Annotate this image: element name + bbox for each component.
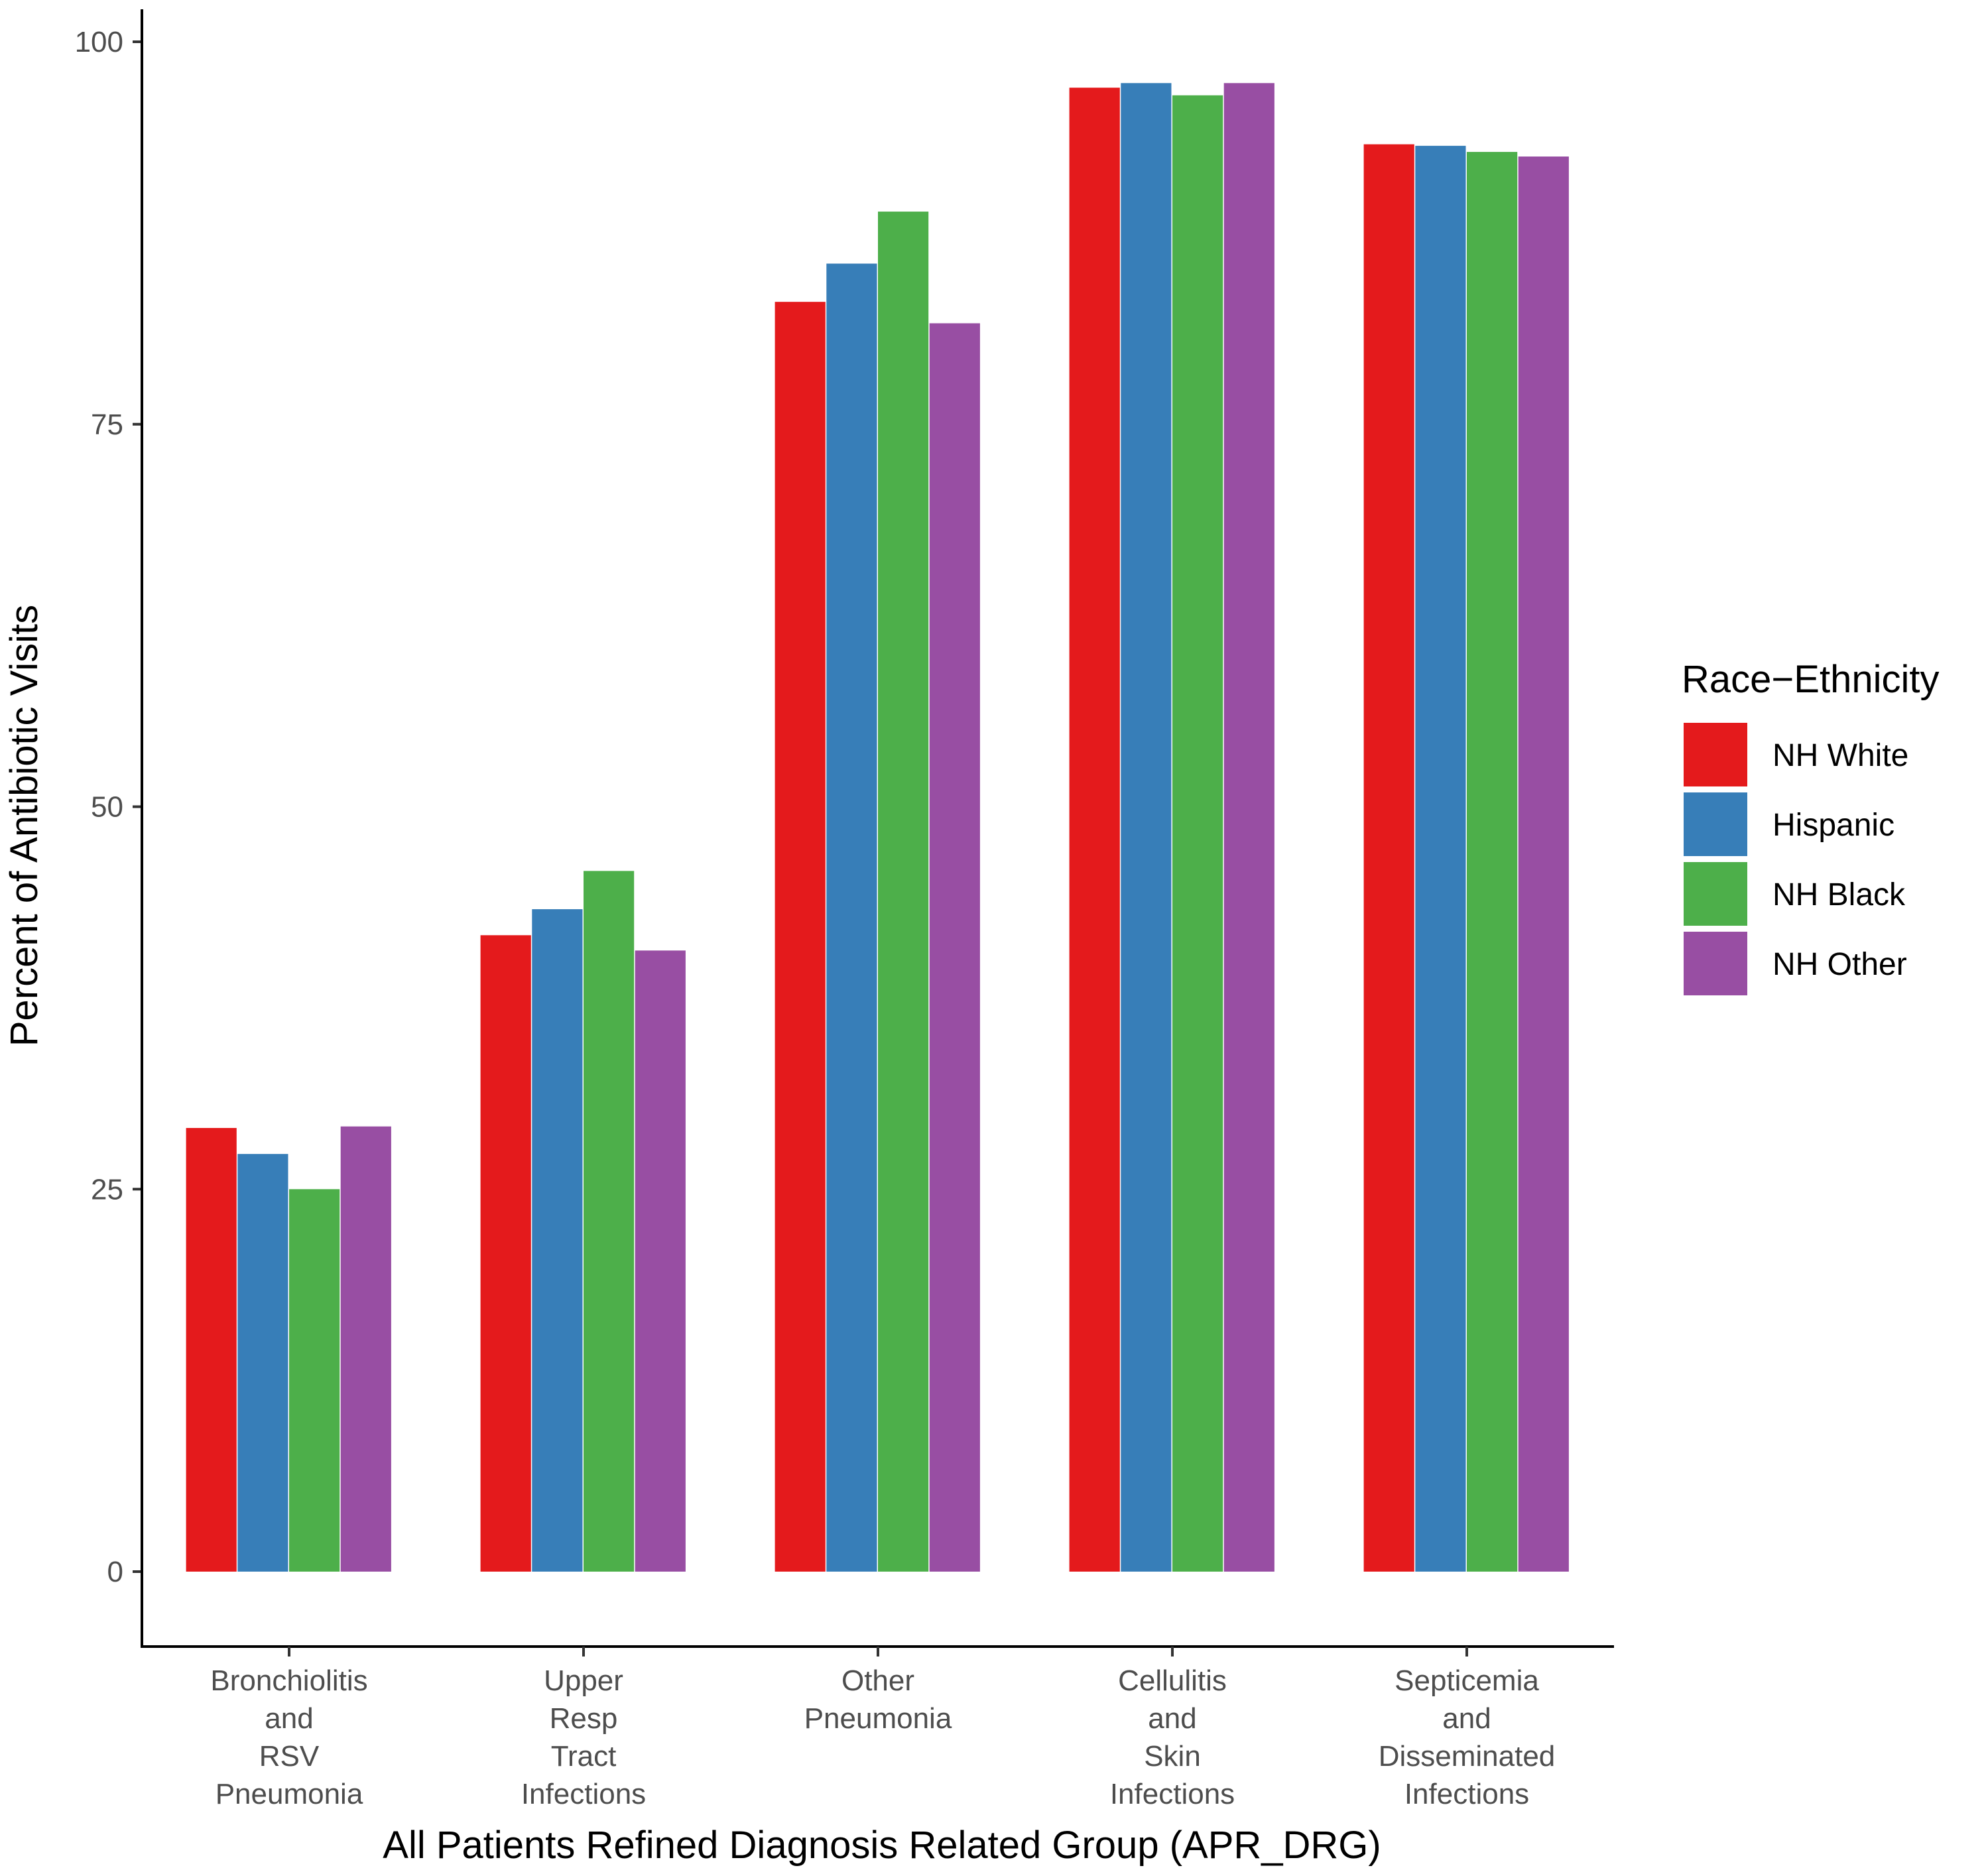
bar <box>186 1127 237 1572</box>
y-tick-label: 0 <box>107 1556 123 1588</box>
y-tick-label: 100 <box>75 26 123 58</box>
legend: Race−Ethnicity NH White Hispanic NH Black N… <box>1682 658 1939 995</box>
bar <box>775 302 826 1572</box>
bar <box>532 909 583 1572</box>
legend-label: NH Other <box>1772 947 1907 982</box>
bar <box>1415 145 1466 1572</box>
y-tick-label: 50 <box>91 791 123 824</box>
bar <box>929 323 980 1572</box>
x-tick-label: Cellulitis and Skin Infections <box>1110 1664 1235 1810</box>
x-axis-title: All Patients Refined Diagnosis Related G… <box>383 1824 1381 1867</box>
legend-swatch <box>1684 862 1747 926</box>
bar <box>237 1154 288 1572</box>
bar <box>635 950 686 1572</box>
legend-swatch <box>1684 792 1747 856</box>
legend-swatch <box>1684 723 1747 786</box>
legend-label: Hispanic <box>1772 808 1894 843</box>
x-axis-ticks: Bronchiolitis and RSV Pneumonia Upper Resp Tra… <box>210 1647 1555 1810</box>
bar <box>1363 144 1414 1572</box>
bar <box>826 263 877 1572</box>
y-tick-label: 75 <box>91 408 123 441</box>
bar <box>1223 83 1274 1572</box>
bar <box>1069 88 1120 1572</box>
legend-label: NH White <box>1772 738 1908 773</box>
bar <box>340 1126 391 1572</box>
bar <box>584 871 635 1572</box>
legend-label: NH Black <box>1772 877 1906 912</box>
bar <box>480 935 531 1572</box>
x-tick-label: Upper Resp Tract Infections <box>521 1664 646 1810</box>
legend-title: Race−Ethnicity <box>1682 658 1939 701</box>
bar <box>878 212 929 1572</box>
bars <box>186 83 1569 1572</box>
y-axis-ticks: 0 25 50 75 100 <box>75 26 142 1588</box>
bar <box>1518 156 1569 1572</box>
x-tick-label: Septicemia and Disseminated Infections <box>1379 1664 1556 1810</box>
legend-swatch <box>1684 932 1747 995</box>
x-tick-label: Bronchiolitis and RSV Pneumonia <box>210 1664 367 1810</box>
y-axis-title: Percent of Antibiotic Visits <box>3 605 46 1046</box>
bar <box>1121 83 1172 1572</box>
bar <box>1172 95 1223 1572</box>
y-tick-label: 25 <box>91 1173 123 1206</box>
x-tick-label: Other Pneumonia <box>804 1664 952 1735</box>
bar <box>289 1189 340 1572</box>
bar <box>1467 152 1518 1572</box>
